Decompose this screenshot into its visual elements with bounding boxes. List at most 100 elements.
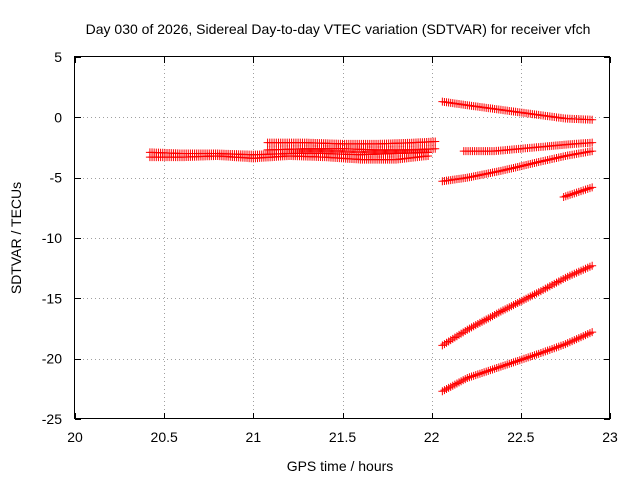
grid-layer (75, 57, 610, 419)
data-point (492, 309, 501, 318)
data-point (505, 303, 514, 312)
data-point (475, 318, 484, 327)
y-tick-label: -20 (42, 351, 62, 367)
x-tick-label: 20 (67, 429, 83, 445)
data-point (503, 360, 512, 369)
data-point (461, 375, 470, 384)
data-point (448, 381, 457, 390)
data-point (509, 358, 518, 367)
data-point (452, 379, 461, 388)
data-point (482, 315, 491, 324)
data-point (511, 357, 520, 366)
data-point (478, 369, 487, 378)
data-point (469, 322, 478, 331)
data-point (501, 361, 510, 370)
plot-frame (74, 56, 610, 419)
data-point (530, 290, 539, 299)
data-point (588, 183, 597, 192)
data-point (563, 191, 572, 200)
data-point (442, 338, 451, 347)
data-point (459, 328, 468, 337)
data-point (484, 314, 493, 323)
data-point (530, 351, 539, 360)
data-point (528, 291, 537, 300)
data-point (561, 192, 570, 201)
data-point (524, 353, 533, 362)
data-point (471, 371, 480, 380)
data-point (486, 366, 495, 375)
data-point (488, 365, 497, 374)
data-point (513, 298, 522, 307)
data-point (455, 330, 464, 339)
data-point (511, 300, 520, 309)
marks-layer (145, 97, 597, 396)
data-point (480, 368, 489, 377)
data-point (465, 324, 474, 333)
ticks-layer: 20 20.5 21 21.5 22 22.5 23 5 0 -5 -10 -15 -20 -25 (42, 49, 618, 445)
data-point (450, 333, 459, 342)
data-point (473, 320, 482, 329)
data-point (588, 328, 597, 337)
data-point (469, 371, 478, 380)
data-point (559, 192, 568, 201)
data-point (431, 137, 440, 146)
y-tick-label: -25 (42, 411, 62, 427)
data-point (522, 354, 531, 363)
series-track-6 (459, 138, 597, 156)
y-tick-label: -5 (50, 170, 63, 186)
y-tick-label: -15 (42, 290, 62, 306)
data-point (424, 151, 433, 160)
data-point (494, 363, 503, 372)
data-point (440, 340, 449, 349)
data-point (588, 147, 597, 156)
data-point (461, 327, 470, 336)
data-point (457, 329, 466, 338)
data-point (455, 378, 464, 387)
y-tick-label: 5 (54, 49, 62, 65)
data-point (515, 356, 524, 365)
data-point (442, 385, 451, 394)
data-point (507, 359, 516, 368)
data-point (519, 295, 528, 304)
chart-title: Day 030 of 2026, Sidereal Day-to-day VTE… (86, 21, 591, 37)
data-point (446, 382, 455, 391)
data-point (440, 386, 449, 395)
x-tick-label: 20.5 (151, 429, 178, 445)
data-point (482, 367, 491, 376)
data-point (452, 332, 461, 341)
data-point (488, 312, 497, 321)
data-point (526, 352, 535, 361)
data-point (480, 316, 489, 325)
data-point (448, 334, 457, 343)
data-point (457, 377, 466, 386)
data-point (473, 370, 482, 379)
series-track-8 (559, 183, 597, 201)
series-track-10 (438, 328, 597, 396)
data-point (588, 115, 597, 124)
data-point (588, 261, 597, 270)
data-point (475, 369, 484, 378)
data-point (501, 305, 510, 314)
y-tick-label: -10 (42, 230, 62, 246)
data-point (568, 190, 577, 199)
x-tick-label: 22 (424, 429, 440, 445)
data-point (496, 307, 505, 316)
data-point (505, 359, 514, 368)
data-point (517, 296, 526, 305)
data-point (499, 361, 507, 370)
data-point (478, 317, 487, 326)
x-tick-label: 21.5 (329, 429, 356, 445)
data-point (438, 387, 447, 396)
series-track-2 (145, 151, 433, 164)
series-track-4 (263, 144, 440, 154)
data-point (471, 321, 480, 330)
data-point (566, 190, 575, 199)
x-tick-label: 22.5 (507, 429, 534, 445)
data-point (438, 341, 447, 350)
data-point (503, 304, 512, 313)
data-point (532, 350, 541, 359)
data-point (463, 325, 472, 334)
data-point (446, 336, 455, 345)
